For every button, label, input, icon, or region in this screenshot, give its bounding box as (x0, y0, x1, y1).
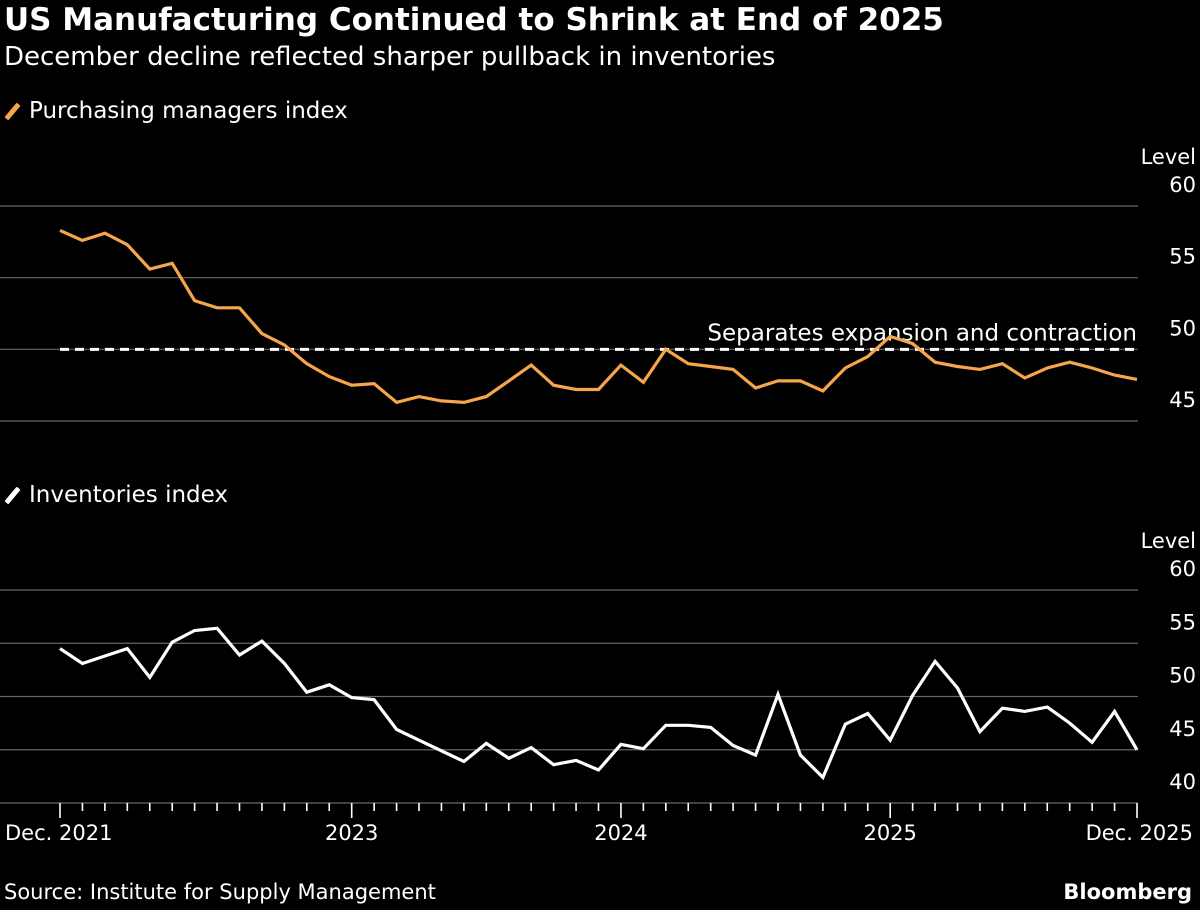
y-tick-label: 60 (1169, 173, 1196, 197)
y-tick-label: 55 (1169, 610, 1196, 634)
chart-subtitle: December decline reflected sharper pullb… (4, 42, 776, 72)
x-tick-label: Dec. 2025 (1086, 821, 1193, 845)
legend-inventories: Inventories index (4, 482, 228, 508)
legend-label-inventories: Inventories index (29, 482, 229, 508)
series-line-inventories (59, 626, 1139, 781)
y-tick-label: 55 (1169, 245, 1196, 269)
chart-title: US Manufacturing Continued to Shrink at … (4, 2, 944, 38)
y-tick-label: 45 (1169, 717, 1196, 741)
y-tick-label: 50 (1169, 664, 1196, 688)
x-tick-label: 2025 (863, 821, 916, 845)
y-tick-label: 45 (1169, 388, 1196, 412)
y-tick-label: 50 (1169, 316, 1196, 340)
y-axis-label: Level (1141, 145, 1196, 169)
legend-pmi: Purchasing managers index (4, 98, 348, 124)
x-tick-label: 2024 (594, 821, 647, 845)
reference-line-label: Separates expansion and contraction (707, 320, 1137, 346)
x-tick-label: Dec. 2021 (5, 821, 112, 845)
y-axis-label: Level (1141, 529, 1196, 553)
y-tick-label: 60 (1169, 557, 1196, 581)
legend-label-pmi: Purchasing managers index (29, 98, 348, 124)
brand-logo: Bloomberg (1063, 880, 1192, 904)
source-note: Source: Institute for Supply Management (4, 880, 436, 904)
y-tick-label: 40 (1169, 770, 1196, 794)
x-tick-label: 2023 (325, 821, 378, 845)
x-axis: Dec. 2021 2023 2024 2025 Dec. 2025 (5, 803, 1193, 845)
inventories-panel: 60 55 50 45 40 Level (0, 529, 1196, 804)
series-line-pmi (59, 228, 1138, 405)
pmi-panel: 60 55 50 45 Level Separates expansion and con… (0, 145, 1196, 422)
